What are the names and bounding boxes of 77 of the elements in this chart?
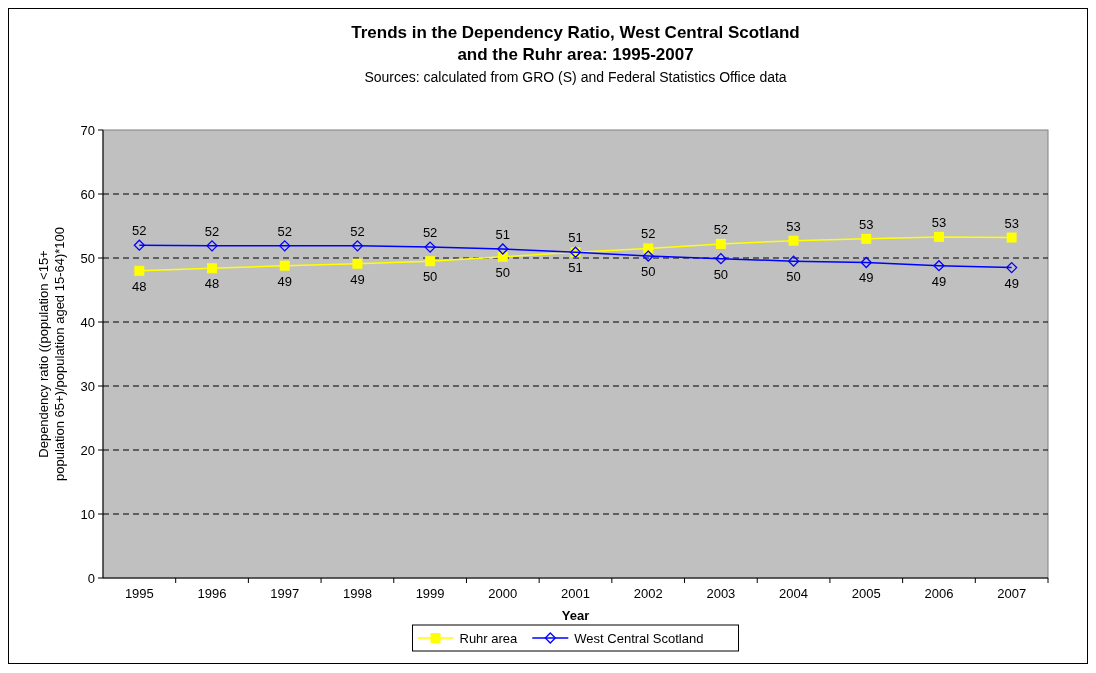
data-label: 50 [786, 269, 801, 285]
data-label: 50 [713, 266, 729, 282]
y-tick-label: 20 [80, 442, 95, 458]
data-label: 53 [786, 218, 801, 234]
data-label: 48 [132, 278, 147, 294]
point [133, 239, 145, 251]
point [933, 260, 945, 272]
data-label: 52 [640, 226, 656, 242]
data-label: 49 [350, 271, 365, 287]
data-label: 48 [204, 276, 220, 292]
data-label: 51 [568, 260, 583, 276]
point [1006, 232, 1017, 243]
data-label: 51 [495, 227, 511, 243]
x-tick-label: 1995 [124, 586, 154, 601]
x-tick-label: 2006 [924, 586, 954, 601]
data-label: 52 [132, 223, 147, 239]
point [497, 251, 508, 262]
data-label: 53 [1004, 215, 1019, 231]
data-label: 52 [713, 221, 729, 237]
y-tick-label: 0 [87, 570, 95, 586]
y-tick-label: 30 [80, 378, 95, 394]
data-label: 53 [859, 216, 874, 232]
x-tick-label: 2005 [851, 586, 881, 601]
y-tick-label: 40 [80, 314, 95, 330]
point [279, 240, 291, 252]
point [787, 255, 800, 267]
y-tick-label: 10 [80, 506, 95, 522]
point [351, 240, 364, 252]
data-label: 53 [931, 214, 947, 230]
y-axis-title: Dependency ratio ((population <15+ population 65+)/population aged 15-64)*100 [36, 226, 67, 482]
point [425, 256, 436, 267]
y-tick-label: 50 [80, 250, 95, 266]
x-tick-label: 2004 [779, 586, 809, 601]
data-label: 50 [495, 264, 511, 280]
data-label: 49 [859, 270, 874, 286]
x-axis-title: Year [561, 608, 590, 623]
chart-subtitle: Sources: calculated from GRO (S) and Federal Statistics Office data [364, 69, 787, 85]
data-label: 49 [1004, 275, 1019, 291]
point [933, 231, 944, 242]
point [715, 238, 726, 249]
data-label: 50 [640, 264, 656, 280]
point [352, 258, 363, 269]
x-tick-label: 1997 [270, 586, 300, 601]
point [861, 233, 872, 244]
data-label: 49 [931, 273, 947, 289]
x-tick-label: 2007 [997, 586, 1027, 601]
legend-label: Ruhr area [459, 630, 519, 646]
data-label: 52 [277, 223, 292, 239]
data-label: 50 [422, 269, 438, 285]
legend-label: West Central Scotland [574, 630, 704, 646]
point [1006, 261, 1018, 274]
point [207, 263, 218, 274]
data-label: 52 [422, 225, 438, 241]
x-tick-label: 2000 [488, 586, 518, 601]
x-tick-label: 1998 [342, 586, 372, 601]
point [134, 265, 145, 276]
data-label: 49 [277, 273, 292, 289]
y-tick-label: 70 [80, 122, 95, 138]
x-tick-label: 2001 [561, 586, 590, 601]
x-tick-label: 2003 [706, 586, 736, 601]
x-tick-label: 1999 [415, 586, 445, 601]
y-tick-label: 60 [80, 186, 95, 202]
chart-title: Trends in the Dependency Ratio, West Central Scotland and the Ruhr area: 1995-2007 [351, 23, 800, 64]
data-label: 51 [568, 230, 583, 246]
point [860, 256, 872, 269]
point [279, 260, 290, 271]
data-label: 52 [204, 223, 220, 239]
point [424, 241, 436, 253]
point [715, 252, 727, 265]
point [206, 240, 218, 252]
point [643, 243, 654, 254]
point [788, 235, 799, 246]
point [642, 250, 654, 262]
x-tick-label: 1996 [197, 586, 227, 601]
x-tick-label: 2002 [633, 586, 663, 601]
data-label: 52 [350, 223, 365, 239]
point [497, 243, 509, 255]
